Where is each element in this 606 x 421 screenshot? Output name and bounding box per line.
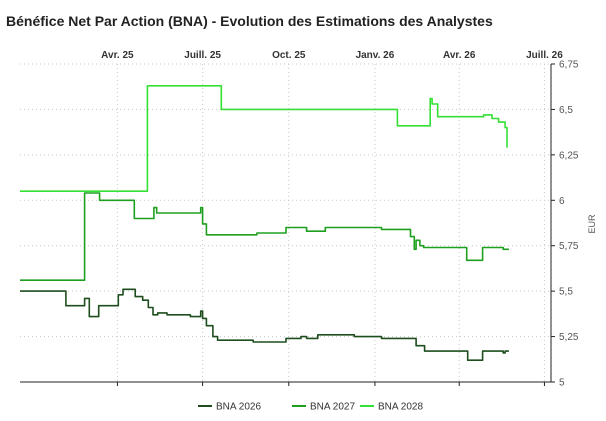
y-tick-label: 6 <box>559 196 565 207</box>
x-tick-label: Juill. 25 <box>184 50 221 61</box>
y-tick-label: 5,5 <box>559 287 573 298</box>
y-tick-label: 5,75 <box>559 241 579 252</box>
y-tick-label: 5,25 <box>559 332 579 343</box>
y-axis-ticks: 5 5,25 5,5 5,75 6 6,25 6,5 6,75 <box>551 60 579 389</box>
series-line-bna-2026 <box>20 288 509 361</box>
x-tick-label: Avr. 26 <box>443 50 476 61</box>
legend-item-bna-2028[interactable]: BNA 2028 <box>360 402 423 413</box>
chart-title: Bénéfice Net Par Action (BNA) - Evolutio… <box>6 13 493 29</box>
y-tick-label: 6,25 <box>559 150 579 161</box>
legend[interactable]: BNA 2026 BNA 2027 BNA 2028 <box>198 402 423 413</box>
series-lines <box>20 85 509 361</box>
legend-label: BNA 2027 <box>310 402 355 413</box>
x-tick-label: Oct. 25 <box>272 50 306 61</box>
grid <box>20 63 551 382</box>
legend-label: BNA 2026 <box>216 402 261 413</box>
x-axis-ticks: Avr. 25 Juill. 25 Oct. 25 Janv. 26 Avr. 26 Ju… <box>101 50 563 386</box>
x-tick-label: Janv. 26 <box>356 50 395 61</box>
y-tick-label: 6,75 <box>559 60 579 71</box>
y-tick-label: 6,5 <box>559 105 573 116</box>
legend-item-bna-2026[interactable]: BNA 2026 <box>198 402 261 413</box>
y-axis-title: EUR <box>587 214 597 234</box>
legend-item-bna-2027[interactable]: BNA 2027 <box>292 402 355 413</box>
y-tick-label: 5 <box>559 378 565 389</box>
series-line-bna-2027 <box>20 192 509 281</box>
series-line-bna-2028 <box>20 85 508 192</box>
x-tick-label: Avr. 25 <box>101 50 134 61</box>
legend-label: BNA 2028 <box>378 402 423 413</box>
x-tick-label: Juill. 26 <box>526 50 563 61</box>
